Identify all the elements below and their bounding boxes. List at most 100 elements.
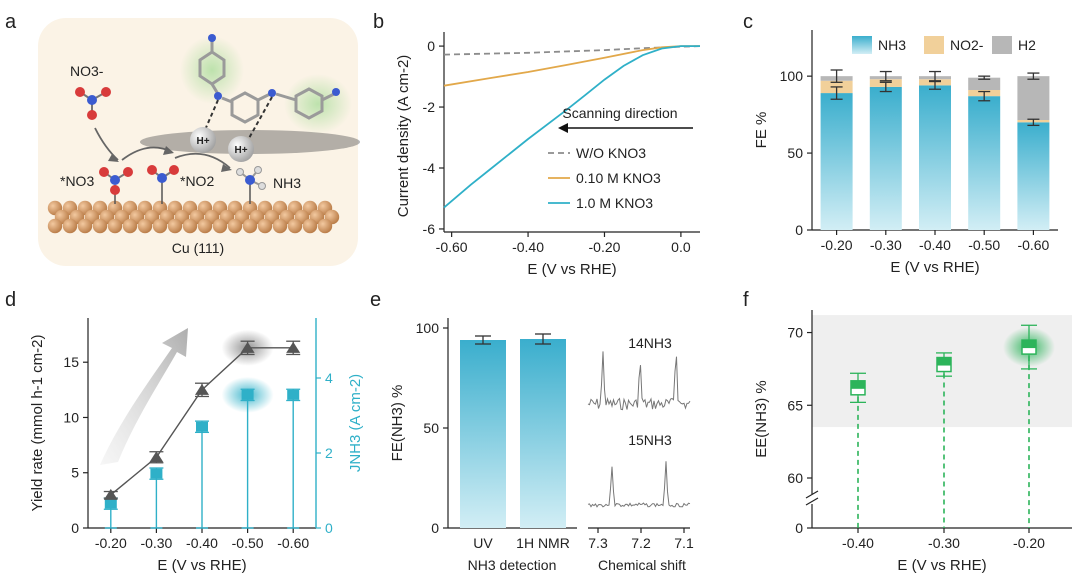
c-x-tick-label: -0.30	[870, 237, 902, 253]
hbond-1	[204, 99, 219, 131]
d-y2-axis-title: JNH3 (A cm-2)	[347, 374, 364, 472]
nmr-15-label: 15NH3	[628, 432, 672, 448]
panel-b-plot-area: -0.60 -0.40 -0.20 0.0 0 -2 -4 -6 E (V vs RHE) Cur…	[395, 32, 701, 278]
c-bar-NH3	[919, 85, 951, 230]
nmr-spectrum-15	[587, 461, 691, 508]
f-y-tick-label: 60	[787, 470, 803, 486]
d-yield-point	[240, 341, 255, 353]
c-legend-label-0: NH3	[878, 37, 906, 53]
f-point	[1022, 340, 1036, 349]
panel-d-letter: d	[5, 289, 16, 311]
e-x-axis-title: NH3 detection	[468, 557, 557, 573]
panel-d-plot-area: 0 5 10 15 0 2 4 E (V vs RHE) Yield rate (mmol h-…	[29, 318, 364, 574]
f-x-tick-label: -0.30	[928, 535, 960, 551]
b-legend-label-1: 0.10 M KNO3	[576, 170, 661, 186]
f-y-axis-title: EE(NH3) %	[753, 380, 770, 458]
f-y-tick-label: 0	[795, 520, 803, 536]
cu-atom	[302, 218, 318, 234]
d-y2-tick-label: 0	[325, 520, 333, 536]
cu-atom	[272, 218, 288, 234]
adsorbed-nitrite	[147, 165, 179, 204]
c-legend-swatch-2	[992, 36, 1012, 54]
f-x-tick-label: -0.40	[842, 535, 874, 551]
c-bar-NH3	[869, 86, 902, 230]
cu-atom	[242, 218, 258, 234]
c-y-tick-label: 50	[787, 145, 803, 161]
nmr-x-tick-label: 7.2	[631, 535, 651, 551]
cu-atom	[227, 218, 243, 234]
hbond-2	[247, 96, 273, 141]
reaction-arrow-1-head	[108, 154, 119, 162]
b-y-axis-title: Current density (A cm-2)	[395, 55, 412, 218]
d-y2-tick-label: 4	[325, 370, 333, 386]
e-y-axis-title: FE(NH3) %	[389, 385, 406, 462]
nmr-x-axis-title: Chemical shift	[598, 557, 686, 573]
cu-atom	[77, 218, 93, 234]
b-y-tick-label: -6	[423, 221, 436, 237]
f-point	[937, 357, 951, 366]
scanning-direction-arrowhead	[558, 123, 568, 133]
f-axis-break-1	[805, 490, 819, 499]
panel-b-letter: b	[373, 11, 384, 33]
c-bar-H2	[1017, 76, 1050, 120]
panel-c-fe-chart: c 0 50 100 E (V vs RHE) FE % -0.20 -0.30 -0.40 -…	[743, 11, 1058, 276]
f-point	[851, 380, 865, 389]
f-x-tick-label: -0.20	[1013, 535, 1045, 551]
c-legend-swatch-0	[852, 36, 872, 54]
e-y-tick-label: 0	[431, 520, 439, 536]
b-x-tick-label: 0.0	[671, 239, 691, 255]
c-y-tick-label: 100	[780, 68, 804, 84]
b-x-tick-label: -0.60	[436, 239, 468, 255]
d-j-point	[104, 498, 117, 509]
c-x-tick-label: -0.60	[1017, 237, 1049, 253]
c-legend-label-2: H2	[1018, 37, 1036, 53]
cu-atom	[92, 218, 108, 234]
proton-ball-1: H+	[190, 127, 216, 153]
b-series-line-1	[443, 45, 700, 87]
panel-f-plot-area: 0 60 65 70 EE(NH3) % E (V vs RHE) -0.40 -0.30 -0…	[753, 310, 1072, 574]
d-j-point	[287, 389, 300, 400]
nmr-x-tick-label: 7.3	[588, 535, 608, 551]
nmr-x-tick-label: 7.1	[674, 535, 694, 551]
panel-c-plot-area: 0 50 100 E (V vs RHE) FE % -0.20 -0.30 -0.40 -0.…	[753, 30, 1058, 276]
d-y-tick-label: 5	[71, 465, 79, 481]
d-x-tick-label: -0.60	[277, 535, 309, 551]
cu-atom	[197, 218, 213, 234]
cu-atom	[287, 218, 303, 234]
panel-f-ee-chart: f 0 60 65 70 EE(NH3) % E (V vs RHE) -0.40 -0.30…	[743, 289, 1072, 574]
c-legend-label-1: NO2-	[950, 37, 984, 53]
c-bar-NH3	[820, 93, 853, 230]
panel-c-letter: c	[743, 11, 753, 33]
reaction-arrow-3	[174, 152, 231, 169]
d-x-tick-label: -0.30	[140, 535, 172, 551]
d-y-tick-label: 10	[63, 409, 79, 425]
d-j-point	[241, 389, 254, 400]
cu-atom	[47, 218, 63, 234]
c-y-axis-title: FE %	[753, 112, 770, 149]
adsorbed-nitrate	[99, 167, 133, 204]
b-y-tick-label: 0	[427, 38, 435, 54]
cu-atom	[152, 218, 168, 234]
f-axis-break-2	[805, 497, 819, 506]
proton-label-2: H+	[234, 145, 247, 156]
b-legend-label-2: 1.0 M KNO3	[576, 195, 653, 211]
d-y2-tick-label: 2	[325, 445, 333, 461]
panel-d-yield-chart: d 0 5 10 15 0 2 4 E (V vs RHE) Yield rate (mmol …	[5, 289, 364, 574]
proton-ball-2: H+	[228, 136, 254, 162]
b-x-tick-label: -0.40	[512, 239, 544, 255]
nmr-14-label: 14NH3	[628, 335, 672, 351]
reaction-arrow-2-head	[163, 146, 174, 155]
cu-atom	[317, 218, 333, 234]
d-yield-point	[286, 341, 301, 353]
d-yield-point	[103, 488, 118, 500]
d-y-axis-title: Yield rate (mmol h-1 cm-2)	[29, 335, 46, 512]
e-bar	[520, 339, 566, 528]
e-y-tick-label: 100	[416, 320, 440, 336]
panel-b-lsv-chart: b -0.60 -0.40 -0.20 0.0 0 -2 -4 -6 E (V vs RHE) C…	[373, 11, 701, 278]
cu-atom	[107, 218, 123, 234]
adsorbed-nitrate-label: *NO3	[60, 173, 94, 189]
f-x-axis-title: E (V vs RHE)	[897, 557, 986, 574]
panel-f-letter: f	[743, 289, 749, 311]
nitrate-label: NO3-	[70, 63, 104, 79]
